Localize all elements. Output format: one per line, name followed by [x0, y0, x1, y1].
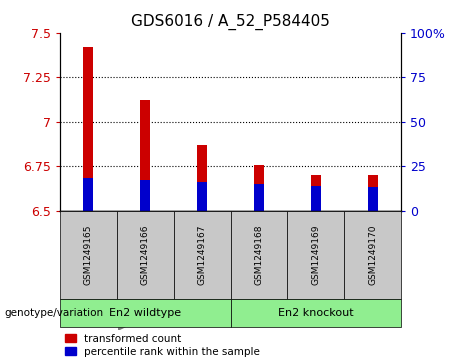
Title: GDS6016 / A_52_P584405: GDS6016 / A_52_P584405 — [131, 14, 330, 30]
Text: GSM1249166: GSM1249166 — [141, 225, 150, 285]
Text: En2 knockout: En2 knockout — [278, 308, 354, 318]
Bar — [83, 47, 94, 211]
Text: GSM1249165: GSM1249165 — [84, 225, 93, 285]
Text: GSM1249167: GSM1249167 — [198, 225, 207, 285]
Bar — [311, 175, 321, 211]
Text: GSM1249169: GSM1249169 — [311, 225, 320, 285]
Bar — [254, 184, 264, 211]
Bar — [367, 187, 378, 211]
Bar — [367, 175, 378, 211]
Text: En2 wildtype: En2 wildtype — [109, 308, 181, 318]
Bar — [140, 100, 150, 211]
Bar — [311, 185, 321, 211]
Bar — [254, 165, 264, 211]
Legend: transformed count, percentile rank within the sample: transformed count, percentile rank withi… — [65, 334, 260, 357]
Text: GSM1249170: GSM1249170 — [368, 225, 377, 285]
Bar — [197, 145, 207, 211]
Text: GSM1249168: GSM1249168 — [254, 225, 263, 285]
Bar — [140, 180, 150, 211]
Bar — [83, 178, 94, 211]
Polygon shape — [118, 319, 129, 330]
Bar — [197, 182, 207, 211]
Text: genotype/variation: genotype/variation — [5, 308, 104, 318]
